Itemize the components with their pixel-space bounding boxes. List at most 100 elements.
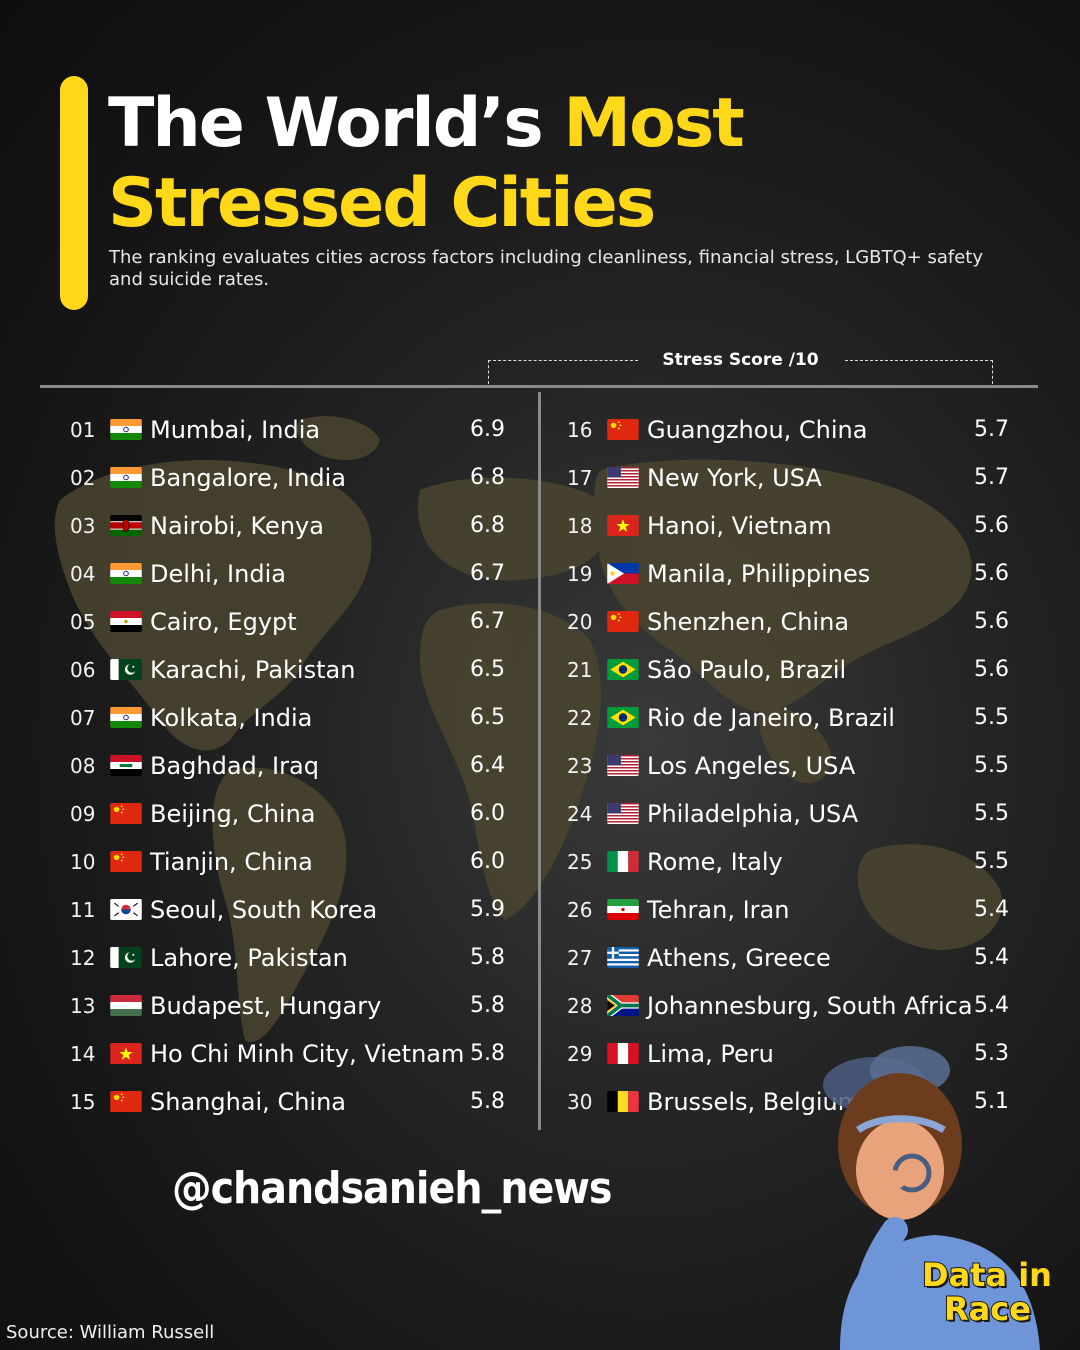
stressed-person-illustration: [823, 1046, 1040, 1350]
table-row: 28 Johannesburg, South Africa 5.4: [567, 982, 1009, 1030]
rank-number: 03: [70, 514, 96, 538]
stress-score: 5.4: [974, 945, 1009, 970]
stress-score: 5.5: [974, 849, 1009, 874]
brazil-flag-icon: [607, 707, 639, 728]
column-divider: [538, 392, 541, 1130]
city-name: Shanghai, China: [150, 1088, 346, 1116]
rank-number: 27: [567, 946, 593, 970]
rank-number: 14: [70, 1042, 96, 1066]
rank-number: 16: [567, 418, 593, 442]
table-row: 16 Guangzhou, China 5.7: [567, 406, 1009, 454]
city-name: Los Angeles, USA: [647, 752, 856, 780]
city-name: Kolkata, India: [150, 704, 313, 732]
india-flag-icon: [110, 707, 142, 728]
city-name: Philadelphia, USA: [647, 800, 859, 828]
italy-flag-icon: [607, 851, 639, 872]
rank-number: 06: [70, 658, 96, 682]
subtitle: The ranking evaluates cities across fact…: [109, 247, 983, 290]
city-name: Nairobi, Kenya: [150, 512, 324, 540]
peru-flag-icon: [607, 1043, 639, 1064]
city-name: Tianjin, China: [150, 848, 313, 876]
stress-score: 6.8: [470, 513, 505, 538]
stress-score: 5.5: [974, 705, 1009, 730]
table-row: 18 Hanoi, Vietnam 5.6: [567, 502, 1009, 550]
usa-flag-icon: [607, 803, 639, 824]
table-row: 07 Kolkata, India 6.5: [70, 694, 505, 742]
city-name: São Paulo, Brazil: [647, 656, 847, 684]
table-row: 23 Los Angeles, USA 5.5: [567, 742, 1009, 790]
stress-score: 6.4: [470, 753, 505, 778]
rank-number: 15: [70, 1090, 96, 1114]
city-name: Cairo, Egypt: [150, 608, 297, 636]
header-divider: [40, 385, 1038, 388]
stress-score: 5.6: [974, 513, 1009, 538]
title-yellow-part-2: Stressed Cities: [108, 164, 656, 243]
philippines-flag-icon: [607, 563, 639, 584]
pakistan-flag-icon: [110, 659, 142, 680]
table-row: 15 Shanghai, China 5.8: [70, 1078, 505, 1126]
stress-score: 5.6: [974, 561, 1009, 586]
rank-number: 25: [567, 850, 593, 874]
stress-score: 6.5: [470, 705, 505, 730]
table-row: 29 Lima, Peru 5.3: [567, 1030, 1009, 1078]
city-name: Rio de Janeiro, Brazil: [647, 704, 895, 732]
rank-number: 18: [567, 514, 593, 538]
egypt-flag-icon: [110, 611, 142, 632]
pakistan-flag-icon: [110, 947, 142, 968]
title-white-part: The World’s: [108, 84, 544, 163]
rank-number: 29: [567, 1042, 593, 1066]
rank-number: 23: [567, 754, 593, 778]
brazil-flag-icon: [607, 659, 639, 680]
hungary-flag-icon: [110, 995, 142, 1016]
city-name: Johannesburg, South Africa: [647, 992, 973, 1020]
logo-line-1: Data in: [921, 1256, 1053, 1294]
usa-flag-icon: [607, 467, 639, 488]
city-name: Karachi, Pakistan: [150, 656, 356, 684]
stress-score: 5.8: [470, 945, 505, 970]
rank-number: 08: [70, 754, 96, 778]
south-korea-flag-icon: [110, 899, 142, 920]
table-row: 11 Seoul, South Korea 5.9: [70, 886, 505, 934]
city-name: Tehran, Iran: [647, 896, 790, 924]
rank-number: 24: [567, 802, 593, 826]
ranking-list-right: 16 Guangzhou, China 5.7 17 New York, USA 5.7 1…: [567, 406, 1009, 1126]
city-name: Rome, Italy: [647, 848, 783, 876]
rank-number: 05: [70, 610, 96, 634]
table-row: 27 Athens, Greece 5.4: [567, 934, 1009, 982]
india-flag-icon: [110, 467, 142, 488]
rank-number: 11: [70, 898, 96, 922]
social-handle: @chandsanieh_news: [172, 1163, 612, 1214]
rank-number: 09: [70, 802, 96, 826]
city-name: Seoul, South Korea: [150, 896, 378, 924]
table-row: 14 Ho Chi Minh City, Vietnam 5.8: [70, 1030, 505, 1078]
stress-score: 5.6: [974, 609, 1009, 634]
page-title: The World’s Most Stressed Cities: [108, 84, 745, 244]
city-name: Baghdad, Iraq: [150, 752, 319, 780]
rank-number: 28: [567, 994, 593, 1018]
stress-score: 5.7: [974, 417, 1009, 442]
kenya-flag-icon: [110, 515, 142, 536]
south-africa-flag-icon: [607, 995, 639, 1016]
city-name: Athens, Greece: [647, 944, 831, 972]
table-row: 20 Shenzhen, China 5.6: [567, 598, 1009, 646]
table-row: 19 Manila, Philippines 5.6: [567, 550, 1009, 598]
vietnam-flag-icon: [607, 515, 639, 536]
stress-score: 5.1: [974, 1089, 1009, 1114]
stress-score: 6.9: [470, 417, 505, 442]
rank-number: 07: [70, 706, 96, 730]
rank-number: 20: [567, 610, 593, 634]
table-row: 06 Karachi, Pakistan 6.5: [70, 646, 505, 694]
stress-score: 6.8: [470, 465, 505, 490]
score-column-header: Stress Score /10: [488, 350, 993, 384]
india-flag-icon: [110, 563, 142, 584]
table-row: 10 Tianjin, China 6.0: [70, 838, 505, 886]
table-row: 03 Nairobi, Kenya 6.8: [70, 502, 505, 550]
stress-score: 6.5: [470, 657, 505, 682]
stress-score: 5.8: [470, 993, 505, 1018]
china-flag-icon: [110, 851, 142, 872]
vietnam-flag-icon: [110, 1043, 142, 1064]
rank-number: 01: [70, 418, 96, 442]
table-row: 13 Budapest, Hungary 5.8: [70, 982, 505, 1030]
table-row: 17 New York, USA 5.7: [567, 454, 1009, 502]
